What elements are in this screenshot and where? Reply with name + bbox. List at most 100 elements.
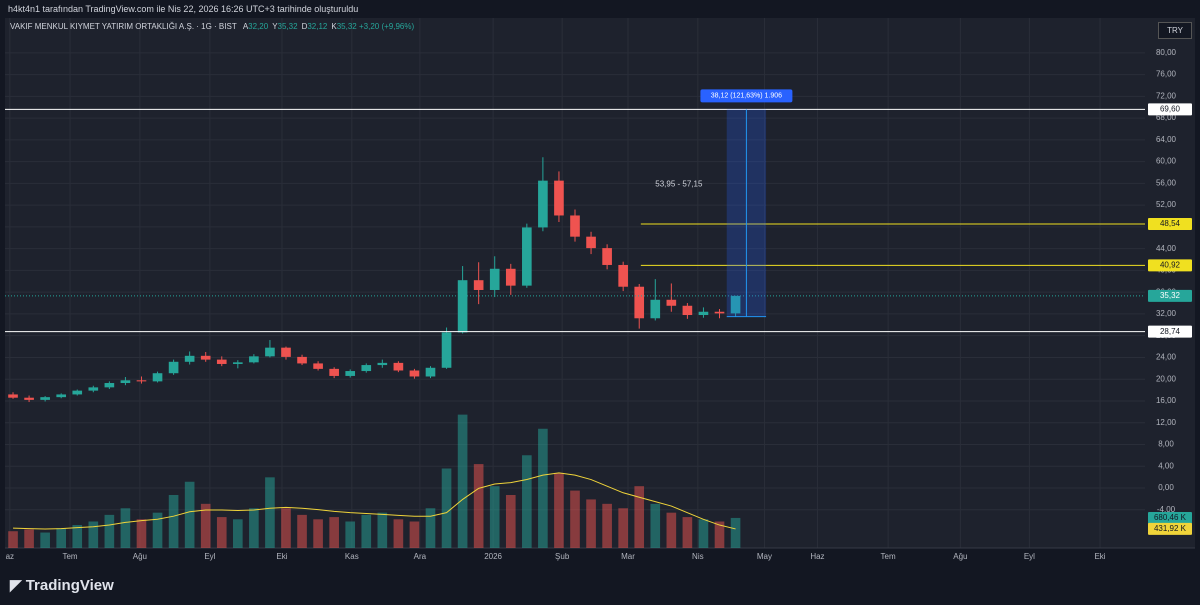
- candle-body: [538, 180, 548, 228]
- candle-body: [666, 299, 677, 306]
- candle-body: [88, 387, 99, 391]
- volume-bar: [313, 519, 323, 548]
- volume-bar: [216, 517, 227, 548]
- volume-bar: [24, 529, 34, 548]
- candle-body: [216, 359, 227, 364]
- y-tick-label: 68,00: [1156, 113, 1177, 122]
- volume-bar: [152, 512, 163, 548]
- volume-bar: [473, 464, 484, 548]
- level-label-box: [1148, 103, 1192, 116]
- y-tick-label: 0,00: [1158, 483, 1174, 492]
- x-tick-label: Eki: [1094, 552, 1105, 561]
- candle-body: [441, 332, 452, 368]
- volume-bar: [377, 512, 388, 548]
- volume-bar: [281, 508, 291, 548]
- volume-bar: [554, 472, 564, 548]
- volume-bar: [297, 514, 307, 548]
- candle-body: [377, 362, 388, 366]
- brand-text: TradingView: [25, 577, 114, 594]
- ohlc-value: 32,20: [248, 22, 269, 31]
- level-label: 28,74: [1160, 327, 1181, 336]
- volume-label-box: [1148, 511, 1192, 524]
- x-tick-label: Kas: [345, 552, 359, 561]
- x-tick-label: Mar: [621, 552, 635, 561]
- candle-body: [714, 311, 725, 314]
- annotation: 53,95 - 57,15: [655, 180, 703, 189]
- volume-bar: [233, 519, 243, 548]
- plot-background: [5, 18, 1145, 548]
- candle-body: [489, 268, 500, 290]
- candle-body: [265, 347, 275, 357]
- candle-body: [40, 397, 50, 400]
- candle-body: [522, 227, 532, 286]
- y-tick-label: 4,00: [1158, 461, 1174, 470]
- symbol-info: VAKIF MENKUL KIYMET YATIRIM ORTAKLIĞI A.…: [10, 22, 414, 31]
- candle-body: [104, 383, 115, 388]
- x-tick-label: Haz: [810, 552, 824, 561]
- candle-body: [457, 280, 468, 333]
- y-tick-label: 64,00: [1156, 135, 1177, 144]
- currency-button[interactable]: TRY: [1158, 22, 1192, 39]
- volume-bar: [200, 503, 211, 548]
- level-label: 48,54: [1160, 219, 1181, 228]
- created-by: h4kt4n1 tarafından TradingView.com ile N…: [8, 4, 359, 14]
- volume-bar: [489, 486, 500, 548]
- x-tick-label: 2026: [484, 552, 502, 561]
- volume-bar: [730, 517, 741, 548]
- volume-bar: [40, 532, 50, 548]
- ohlc-values: A32,20 Y35,32 D32,12 K35,32: [239, 22, 359, 31]
- x-tick-label: az: [6, 552, 14, 561]
- volume-bar: [136, 519, 147, 548]
- y-tick-label: 16,00: [1156, 396, 1177, 405]
- x-tick-label: Tem: [62, 552, 77, 561]
- candle-body: [618, 264, 628, 287]
- change: +3,20 (+9,96%): [358, 22, 415, 31]
- volume-bar: [56, 528, 67, 548]
- y-tick-label: 8,00: [1158, 440, 1174, 449]
- volume-label: 680,46 K: [1154, 513, 1187, 522]
- volume-bar: [393, 519, 404, 548]
- volume-bar: [184, 481, 195, 548]
- brand-logo: ◤ TradingView: [10, 577, 114, 594]
- volume-bar: [666, 512, 677, 548]
- volume-bar: [570, 490, 580, 548]
- volume-bar: [249, 508, 259, 548]
- ohlc-key: Y: [272, 22, 278, 31]
- volume-bar: [72, 525, 83, 548]
- volume-bar: [505, 495, 516, 548]
- y-tick-label: 60,00: [1156, 157, 1177, 166]
- volume-bar: [345, 521, 356, 548]
- level-label-box: [1148, 259, 1192, 272]
- ohlc-key: K: [331, 22, 337, 31]
- candle-body: [24, 397, 34, 400]
- volume-bar: [361, 514, 372, 548]
- x-tick-label: Tem: [881, 552, 896, 561]
- level-label: 40,92: [1160, 261, 1181, 270]
- x-tick-label: Ara: [414, 552, 427, 561]
- y-tick-label: 44,00: [1156, 244, 1177, 253]
- candle-body: [345, 371, 356, 376]
- candle-body: [634, 286, 645, 319]
- y-tick-label: 76,00: [1156, 70, 1177, 79]
- candle-body: [554, 180, 564, 216]
- candle-body: [184, 355, 195, 362]
- x-tick-label: Nis: [692, 552, 704, 561]
- volume-bar: [120, 508, 131, 548]
- x-tick-label: Ağu: [953, 552, 967, 561]
- volume-bar: [538, 428, 548, 548]
- volume-bar: [682, 517, 693, 548]
- candle-body: [120, 380, 131, 384]
- candle-body: [168, 361, 179, 374]
- y-tick-label: 72,00: [1156, 91, 1177, 100]
- volume-bar: [634, 486, 645, 548]
- candle-body: [136, 380, 147, 382]
- ohlc-value: 32,12: [307, 22, 328, 31]
- volume-bar: [104, 514, 115, 548]
- ohlc-key: A: [242, 22, 249, 31]
- candle-body: [361, 365, 372, 372]
- candle-body: [730, 295, 741, 314]
- candle-body: [473, 280, 484, 290]
- candle-body: [586, 236, 596, 249]
- volume-bar: [714, 521, 725, 548]
